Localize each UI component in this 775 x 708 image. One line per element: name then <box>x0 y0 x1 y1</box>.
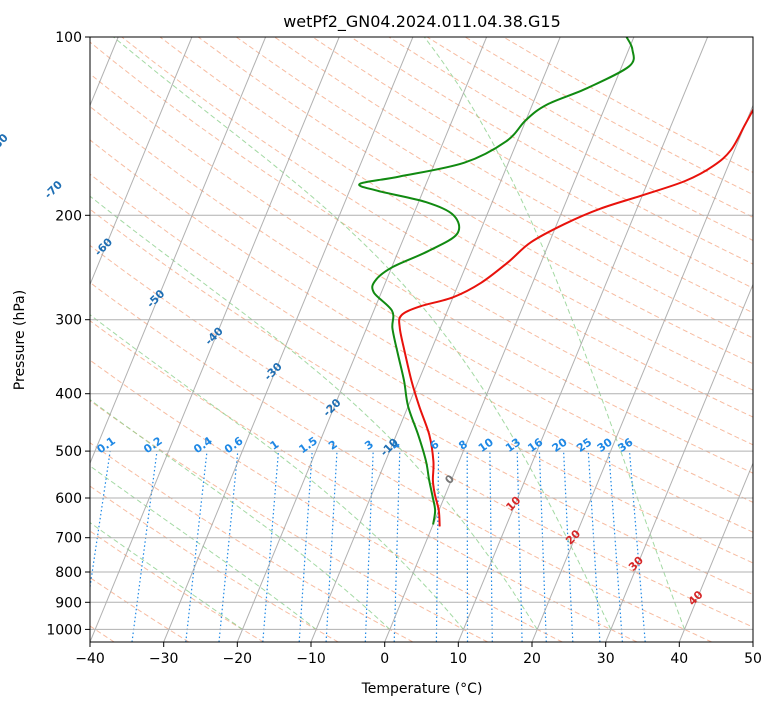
dry-adiabat <box>90 320 638 642</box>
y-axis-label: Pressure (hPa) <box>12 290 28 390</box>
mixing-ratio-line <box>90 451 111 591</box>
background-lines <box>90 37 753 642</box>
dewpoint-profile-line <box>358 37 635 525</box>
isotherm-line <box>752 640 753 642</box>
y-tick-label: 100 <box>55 30 82 46</box>
profile-lines <box>358 37 753 527</box>
dry-adiabat <box>90 485 339 642</box>
moist-adiabat <box>90 195 538 630</box>
isotherm-line <box>384 37 635 642</box>
dry-adiabat <box>274 37 753 314</box>
x-tick-label: −20 <box>223 651 253 667</box>
y-tick-label: 500 <box>55 444 82 460</box>
y-tick-label: 300 <box>55 313 82 329</box>
dry-adiabat <box>121 37 753 418</box>
x-tick-label: −40 <box>75 651 105 667</box>
isotherm-line <box>457 37 709 642</box>
x-tick-label: 0 <box>380 651 389 667</box>
x-axis-label: Temperature (°C) <box>361 681 483 697</box>
isotherm-line <box>531 104 753 642</box>
x-tick-label: 10 <box>449 651 467 667</box>
moist-adiabat <box>90 399 391 630</box>
isotherm-line <box>236 37 488 642</box>
y-tick-label: 800 <box>55 565 82 581</box>
isotherm-line <box>605 283 753 642</box>
x-tick-label: 50 <box>744 651 762 667</box>
isotherm-line <box>90 37 340 642</box>
isotherm-line <box>678 461 753 642</box>
dry-adiabat <box>90 530 264 642</box>
x-tick-label: 40 <box>670 651 688 667</box>
y-tick-label: 200 <box>55 208 82 224</box>
dry-adiabat <box>90 400 488 642</box>
isotherm-label: -70 <box>42 178 65 201</box>
dry-adiabat <box>90 359 563 642</box>
y-tick-label: 1000 <box>46 622 82 638</box>
y-tick-label: 700 <box>55 531 82 547</box>
dry-adiabat <box>90 73 753 474</box>
axes: −40 −30 −20 −10 0 10 20 30 40 50 100 200 300 400 500 60… <box>46 30 762 667</box>
chart-title: wetPf2_GN04.2024.011.04.38.G15 <box>283 12 561 32</box>
plot-frame <box>89 36 754 643</box>
dry-adiabat <box>90 139 753 533</box>
isotherm-label: -80 <box>0 131 11 154</box>
dry-adiabat <box>90 105 753 503</box>
dry-adiabat <box>159 37 753 391</box>
isotherm-line <box>310 37 561 642</box>
isotherm-line <box>90 37 267 465</box>
y-tick-label: 600 <box>55 491 82 507</box>
x-tick-label: 20 <box>523 651 541 667</box>
y-tick-label: 400 <box>55 387 82 403</box>
x-tick-label: −30 <box>149 651 179 667</box>
dry-adiabat <box>90 208 753 596</box>
dry-adiabat <box>90 41 753 446</box>
mixing-ratio-line <box>131 451 158 642</box>
temperature-profile-line <box>398 107 753 527</box>
dry-adiabat <box>312 37 753 289</box>
isotherm-line <box>90 37 193 286</box>
plot-area <box>90 37 753 642</box>
x-tick-label: −10 <box>296 651 326 667</box>
moist-adiabat <box>90 521 243 630</box>
y-tick-label: 900 <box>55 595 82 611</box>
dry-adiabat <box>90 244 753 628</box>
dry-adiabat <box>90 281 712 642</box>
moist-adiabat <box>113 37 612 630</box>
isotherm-line <box>163 37 414 642</box>
x-tick-label: 30 <box>597 651 615 667</box>
moist-adiabat <box>423 37 685 630</box>
mixing-ratio-line <box>185 451 208 642</box>
